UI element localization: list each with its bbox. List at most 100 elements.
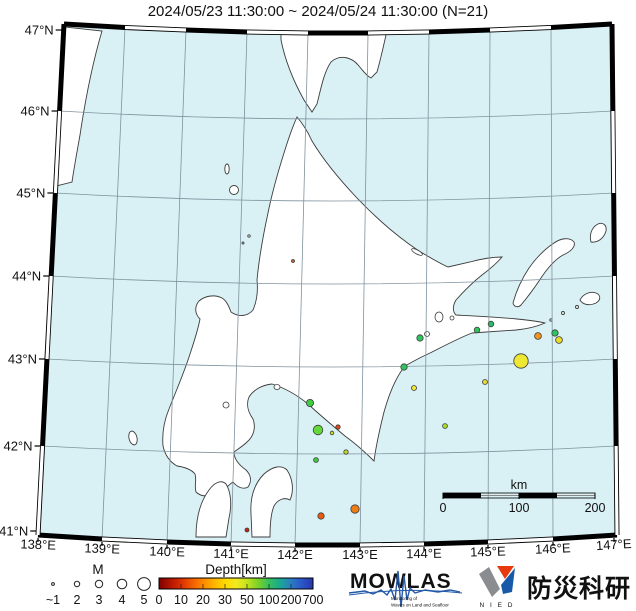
magnitude-sample-circle	[94, 579, 104, 589]
epicenter-marker	[329, 430, 335, 436]
depth-tick-label: 700	[303, 593, 324, 607]
lake-toya	[222, 401, 230, 409]
epicenter-marker	[343, 449, 349, 455]
epicenter-marker	[551, 329, 559, 337]
lat-label: 41°N	[0, 524, 28, 539]
epicenter-marker	[442, 423, 448, 429]
island-okushiri	[128, 430, 138, 446]
mowlas-waveform-spike	[348, 570, 461, 608]
nied-mark-red	[497, 566, 514, 579]
magnitude-sample-label: 3	[96, 593, 103, 607]
scale-tick-label: 200	[585, 501, 606, 515]
lon-label: 142°E	[277, 547, 313, 562]
lon-label: 138°E	[20, 536, 56, 552]
map-border	[35, 21, 620, 548]
island-iturup-tip	[589, 222, 607, 243]
lakes	[222, 248, 455, 409]
lake-mashu	[449, 315, 455, 321]
depth-tick-label: 0	[156, 593, 163, 607]
magnitude-sample-circle	[116, 578, 128, 590]
nied-mark-gray	[479, 567, 500, 597]
depth-tick-label: 100	[259, 593, 280, 607]
lake-shikotsu	[273, 384, 281, 390]
landmass-hokkaido	[162, 116, 547, 497]
magnitude-sample-circle	[137, 577, 151, 591]
epicenter-marker	[416, 334, 424, 342]
lon-label: 146°E	[535, 540, 572, 557]
scale-bar-unit: km	[511, 478, 528, 492]
depth-colorbar	[159, 578, 313, 589]
islet-teuri	[247, 234, 251, 238]
lake-saroma	[411, 248, 423, 256]
epicenter-marker	[487, 320, 495, 328]
lake-kussharo	[434, 311, 444, 323]
epicenter-marker	[513, 353, 529, 369]
mowlas-logo: MOWLAS Monitoring of Waves on Land and S…	[348, 570, 463, 608]
island-rishiri	[229, 185, 239, 195]
latitude-labels: 47°N 46°N 45°N 44°N 43°N 42°N 41°N	[0, 23, 62, 539]
epicenter-marker	[313, 457, 319, 463]
lon-label: 141°E	[213, 546, 249, 562]
depth-legend-title: Depth[km]	[205, 562, 267, 577]
island-rebun	[224, 163, 230, 175]
mowlas-wordmark: MOWLAS	[350, 570, 452, 593]
epicenter-marker	[411, 385, 417, 391]
nied-mark-blue	[501, 568, 515, 594]
depth-tick-label: 10	[174, 593, 188, 607]
landmass-sakhalin-west	[55, 25, 103, 187]
longitude-labels: 138°E 139°E 140°E 141°E 142°E 143°E 144°E 145°E…	[20, 536, 632, 562]
epicenter-marker	[335, 424, 341, 430]
scale-tick-label: 0	[440, 501, 447, 515]
islet-yagishiri	[241, 241, 245, 245]
lat-label: 45°N	[16, 186, 45, 201]
depth-tick-label: 30	[218, 593, 232, 607]
legend-depth: Depth[km] 0 10 20 30 50 100 200 700	[156, 562, 324, 607]
epicenter-marker	[400, 363, 408, 371]
map-title: 2024/05/23 11:30:00 ~ 2024/05/24 11:30:0…	[148, 3, 489, 20]
lon-label: 144°E	[406, 546, 442, 562]
magnitude-sample-label: 4	[119, 593, 126, 607]
epicenter-marker	[244, 527, 250, 533]
magnitude-sample-label: ~1	[46, 593, 60, 607]
scale-bar: km 0 100 200	[440, 478, 606, 515]
lon-label: 143°E	[342, 547, 378, 562]
islet-habomai	[561, 311, 565, 315]
epicenter-marker	[312, 424, 324, 436]
epicenter-marker	[291, 259, 295, 263]
epicenter-marker	[473, 326, 481, 334]
scale-tick-label: 100	[509, 501, 530, 515]
nied-logo: N I E D 防災科研	[479, 566, 631, 609]
legend-magnitude: M ~1 2 3 4 5	[46, 562, 151, 607]
magnitude-sample-circle	[73, 580, 81, 588]
island-kunashir	[512, 238, 575, 308]
lat-label: 44°N	[12, 269, 41, 284]
islet-habomai	[575, 305, 579, 309]
depth-tick-label: 50	[240, 593, 254, 607]
depth-tick-label: 20	[196, 593, 210, 607]
magnitude-sample-circle	[51, 582, 55, 586]
mowlas-tagline-2: Waves on Land and Seafloor	[391, 603, 449, 608]
lat-label: 47°N	[25, 23, 54, 38]
lon-label: 139°E	[84, 540, 120, 556]
epicenter-marker	[317, 512, 325, 520]
mowlas-tagline-1: Monitoring of	[391, 596, 418, 601]
lon-label: 140°E	[149, 544, 185, 560]
epicenter-marker	[555, 336, 563, 344]
island-shikotan	[579, 291, 601, 306]
lon-label: 145°E	[470, 544, 506, 560]
lat-label: 42°N	[3, 439, 32, 454]
nied-letters: N I E D	[480, 602, 515, 609]
landmass-honshu-tsugaru	[195, 481, 232, 538]
epicenter-marker	[482, 379, 488, 385]
nied-kanji: 防災科研	[527, 575, 631, 603]
lat-label: 43°N	[8, 352, 37, 367]
epicenter-marker	[534, 332, 542, 340]
magnitude-legend-title: M	[92, 562, 103, 577]
epicenter-marker	[350, 504, 360, 514]
landmass-honshu-shimokita	[250, 466, 293, 538]
graticule	[42, 27, 617, 546]
depth-tick-label: 200	[281, 593, 302, 607]
lat-label: 46°N	[21, 104, 50, 119]
